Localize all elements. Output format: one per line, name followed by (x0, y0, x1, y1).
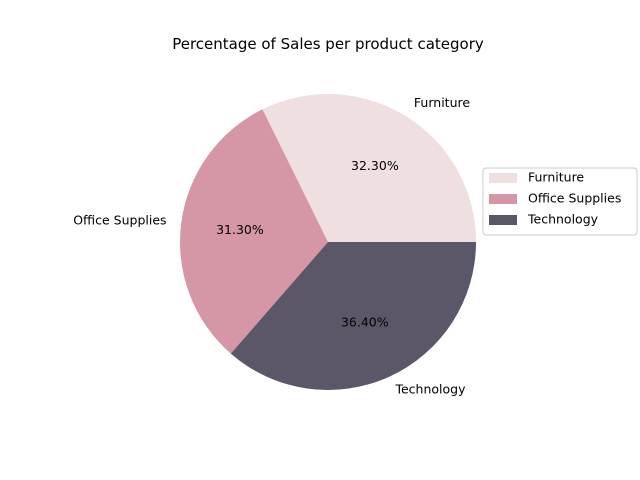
legend-frame (482, 167, 638, 236)
legend-label-office-supplies: Office Supplies (528, 191, 621, 206)
pct-label-technology: 36.40% (341, 314, 389, 329)
pie-slices (179, 94, 476, 391)
slice-label-furniture: Furniture (414, 95, 470, 110)
legend-label-furniture: Furniture (528, 170, 584, 185)
legend-swatch-furniture (489, 173, 517, 183)
slice-label-office-supplies: Office Supplies (73, 213, 166, 228)
pct-label-furniture: 32.30% (351, 158, 399, 173)
pie-labels: Furniture 32.30% Office Supplies 31.30% Tech… (73, 95, 470, 396)
pie-slice-furniture (262, 94, 476, 242)
legend: Furniture Office Supplies Technology (482, 167, 638, 236)
legend-label-technology: Technology (527, 212, 599, 227)
pie-slice-technology (230, 242, 476, 391)
legend-swatch-office-supplies (489, 194, 517, 204)
pie-slice-office-supplies (179, 109, 328, 354)
legend-swatch-technology (489, 215, 517, 225)
chart-title: Percentage of Sales per product category (172, 35, 484, 53)
slice-label-technology: Technology (394, 382, 466, 397)
pct-label-office-supplies: 31.30% (216, 222, 264, 237)
